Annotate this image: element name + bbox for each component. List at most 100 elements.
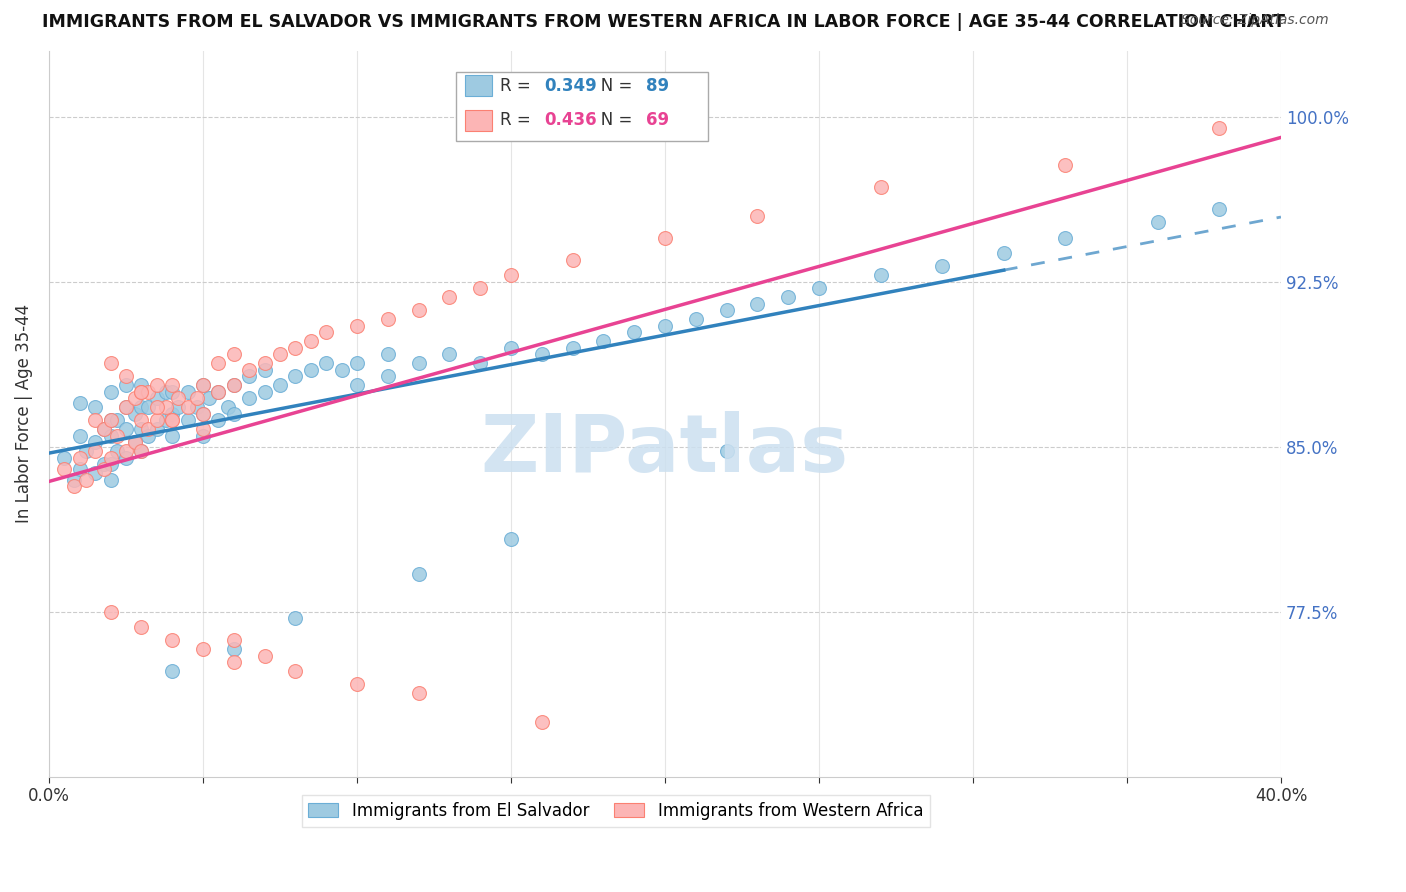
Point [155, 413, 177, 427]
Text: Source: ZipAtlas.com: Source: ZipAtlas.com [1181, 13, 1329, 28]
Point [299, 363, 322, 377]
Point [160, 429, 183, 443]
Point [115, 444, 138, 458]
Point [238, 363, 260, 377]
Y-axis label: In Labor Force | Age 35-44: In Labor Force | Age 35-44 [15, 304, 32, 524]
Point [124, 435, 146, 450]
FancyBboxPatch shape [465, 75, 492, 96]
Legend: Immigrants from El Salvador, Immigrants from Western Africa: Immigrants from El Salvador, Immigrants … [302, 796, 929, 827]
Point [131, 384, 153, 399]
Point [131, 444, 153, 458]
Point [408, 686, 430, 700]
Point [561, 252, 583, 267]
Point [869, 180, 891, 194]
Point [1146, 215, 1168, 229]
Point [84, 400, 107, 414]
Point [146, 392, 169, 406]
Point [115, 400, 138, 414]
Point [131, 422, 153, 436]
Point [470, 356, 492, 370]
Point [253, 384, 276, 399]
Point [346, 318, 368, 333]
Point [167, 400, 190, 414]
Point [470, 281, 492, 295]
Point [69, 450, 91, 465]
Point [747, 209, 769, 223]
Point [592, 334, 614, 348]
Text: 89: 89 [647, 77, 669, 95]
Point [931, 260, 953, 274]
Point [115, 369, 138, 384]
Point [1208, 120, 1230, 135]
Point [93, 422, 115, 436]
Point [284, 665, 307, 679]
Point [222, 347, 245, 361]
Point [69, 396, 91, 410]
Point [69, 429, 91, 443]
Point [222, 633, 245, 648]
Point [93, 422, 115, 436]
Text: 69: 69 [647, 112, 669, 129]
Point [253, 648, 276, 663]
Point [1054, 158, 1077, 172]
Point [100, 413, 122, 427]
Point [623, 326, 645, 340]
Point [284, 341, 307, 355]
Point [747, 297, 769, 311]
Point [191, 407, 214, 421]
Point [176, 384, 198, 399]
Text: N =: N = [585, 77, 637, 95]
Point [176, 413, 198, 427]
Point [299, 334, 322, 348]
Point [778, 290, 800, 304]
Point [377, 347, 399, 361]
Point [499, 268, 522, 282]
Point [115, 378, 138, 392]
Point [330, 363, 353, 377]
Point [93, 458, 115, 472]
Point [346, 677, 368, 691]
Point [100, 429, 122, 443]
Point [100, 384, 122, 399]
Point [191, 378, 214, 392]
Point [315, 326, 337, 340]
Point [160, 413, 183, 427]
Point [207, 384, 229, 399]
Point [115, 450, 138, 465]
Point [100, 413, 122, 427]
Point [100, 458, 122, 472]
Point [408, 567, 430, 582]
Point [131, 400, 153, 414]
Point [131, 413, 153, 427]
Point [207, 413, 229, 427]
Point [191, 429, 214, 443]
Point [75, 473, 97, 487]
Point [408, 356, 430, 370]
Point [115, 422, 138, 436]
Point [146, 422, 169, 436]
FancyBboxPatch shape [456, 72, 709, 142]
Point [1208, 202, 1230, 216]
Point [160, 633, 183, 648]
Point [186, 400, 208, 414]
Point [100, 473, 122, 487]
Point [499, 341, 522, 355]
Point [75, 444, 97, 458]
FancyBboxPatch shape [465, 110, 492, 131]
Point [69, 462, 91, 476]
Point [807, 281, 830, 295]
Point [217, 400, 239, 414]
Point [62, 473, 84, 487]
Point [160, 413, 183, 427]
Point [100, 605, 122, 619]
Point [238, 392, 260, 406]
Point [222, 378, 245, 392]
Point [53, 462, 76, 476]
Point [160, 384, 183, 399]
Point [176, 400, 198, 414]
Point [136, 400, 159, 414]
Point [105, 429, 128, 443]
Point [654, 231, 676, 245]
Point [124, 407, 146, 421]
Point [198, 392, 221, 406]
